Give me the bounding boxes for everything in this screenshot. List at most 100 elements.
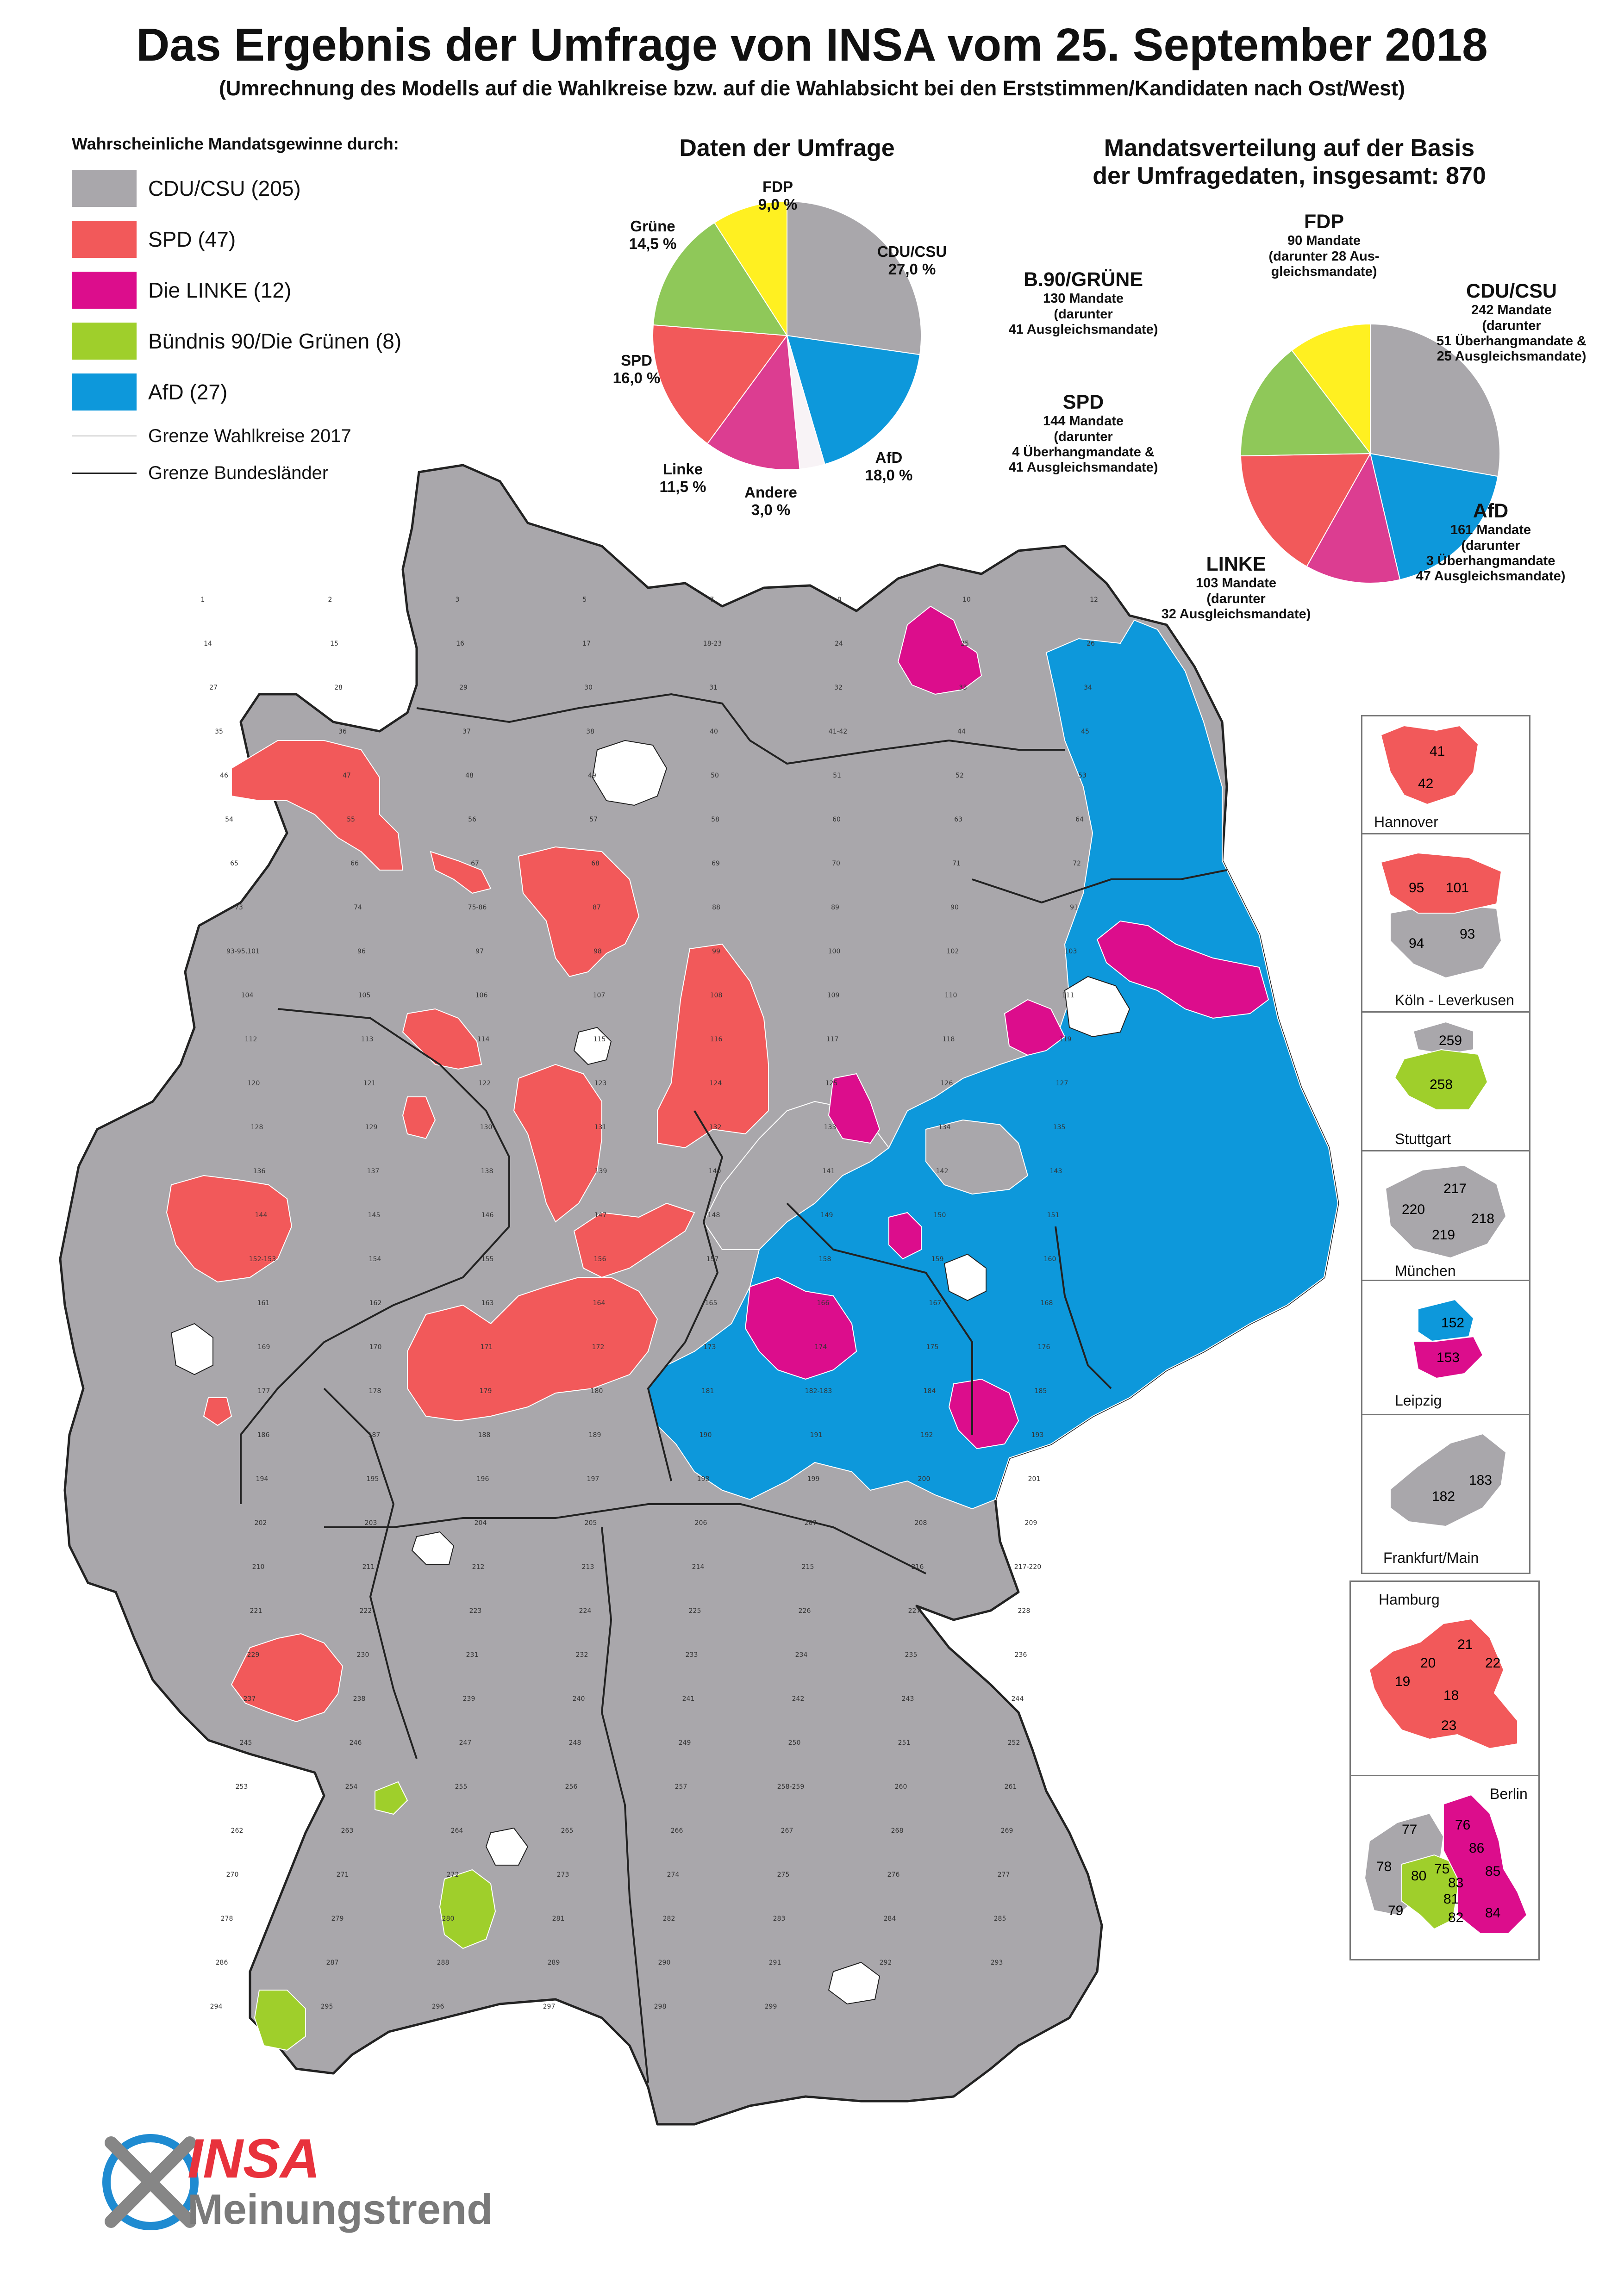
wahlkreis-label: 111 xyxy=(1062,992,1074,999)
wahlkreis-label: 214 xyxy=(692,1563,705,1571)
line-swatch-thick xyxy=(72,472,137,474)
region-spd-saarland xyxy=(231,1633,344,1723)
border-nord xyxy=(416,693,1065,765)
wahlkreis-label: 8 xyxy=(837,596,842,604)
wahlkreis-label: 191 xyxy=(810,1431,823,1439)
legend-item-linke: Die LINKE (12) xyxy=(72,265,558,316)
pie-label-afd: AfD 161 Mandate (darunter 3 Überhangmandate… xyxy=(1407,500,1574,585)
wahlkreis-label: 235 xyxy=(905,1651,918,1659)
wahlkreis-label: 117 xyxy=(826,1036,839,1043)
inset-stuttgart: 259 258 Stuttgart xyxy=(1361,1011,1530,1153)
wahlkreis-label: 250 xyxy=(788,1739,801,1747)
wahlkreis-label: 155 xyxy=(481,1256,494,1263)
slice-name: CDU/CSU xyxy=(877,243,947,260)
wahlkreis-label: 175 xyxy=(926,1344,939,1351)
wahlkreis-label: 176 xyxy=(1038,1344,1050,1351)
legend-label: Grenze Wahlkreise 2017 xyxy=(148,425,351,446)
wahlkreis-label: 192 xyxy=(921,1431,933,1439)
region-linke-erfurt xyxy=(744,1276,857,1380)
inset-region-linke xyxy=(1443,1794,1528,1934)
wahlkreis-label: 276 xyxy=(887,1871,900,1879)
wahlkreis-label: 254 xyxy=(345,1783,358,1791)
logo-svg: INSA Meinungstrend xyxy=(102,2128,493,2233)
wahlkreis-label: 26 xyxy=(1087,640,1095,647)
wahlkreis-label: 24 xyxy=(835,640,843,647)
wahlkreis-label: 297 xyxy=(543,2003,556,2010)
wahlkreis-label: 93-95,101 xyxy=(226,948,260,955)
wahlkreis-label: 263 xyxy=(341,1827,354,1835)
wahlkreis-label: 252 xyxy=(1008,1739,1020,1747)
legend-item-cdu: CDU/CSU (205) xyxy=(72,163,558,214)
wahlkreis-label: 198 xyxy=(697,1475,710,1483)
wahlkreis-label: 71 xyxy=(952,860,961,867)
wahlkreis-label: 264 xyxy=(451,1827,463,1835)
wahlkreis-label: 124 xyxy=(710,1080,722,1087)
slice-name: AfD xyxy=(875,449,903,466)
pie-label-gruene: B.90/GRÜNE 130 Mandate (darunter 41 Ausglei… xyxy=(1005,268,1162,337)
wahlkreis-label: 135 xyxy=(1053,1124,1066,1131)
wahlkreis-label: 29 xyxy=(459,684,468,691)
wahlkreis-label: 245 xyxy=(240,1739,252,1747)
wahlkreis-label: 283 xyxy=(773,1915,786,1923)
pie-label-spd: SPD 16,0 % xyxy=(604,352,669,387)
wahlkreis-label: 5 xyxy=(583,596,587,604)
wahlkreis-label: 129 xyxy=(365,1124,378,1131)
inset-region-linke xyxy=(1412,1336,1484,1379)
wahlkreis-label: 138 xyxy=(481,1168,493,1175)
wahlkreis-label: 131 xyxy=(594,1124,607,1131)
inset-label: 76 xyxy=(1455,1817,1470,1833)
wahlkreis-label: 273 xyxy=(557,1871,569,1879)
wahlkreis-label: 105 xyxy=(358,992,371,999)
wahlkreis-label: 221 xyxy=(250,1607,262,1615)
inset-caption: München xyxy=(1395,1263,1456,1279)
pie-slice-afd xyxy=(786,335,921,465)
wahlkreis-label: 159 xyxy=(931,1256,944,1263)
wahlkreis-label: 239 xyxy=(463,1695,475,1703)
slice-name: FDP xyxy=(762,178,793,195)
wahlkreis-label: 212 xyxy=(472,1563,485,1571)
inset-label: 219 xyxy=(1432,1227,1455,1243)
wahlkreis-label: 190 xyxy=(700,1431,712,1439)
inset-label: 18 xyxy=(1443,1688,1459,1703)
slice-name: SPD xyxy=(621,352,652,369)
region-spd-bielefeld xyxy=(402,1008,482,1070)
slice-name: CDU/CSU xyxy=(1466,280,1557,302)
region-afd-east xyxy=(647,619,1339,1510)
wahlkreis-label: 188 xyxy=(478,1431,491,1439)
wahlkreis-label: 123 xyxy=(594,1080,607,1087)
wahlkreis-label: 167 xyxy=(929,1300,942,1307)
wahlkreis-label: 89 xyxy=(831,904,839,911)
wahlkreis-label: 247 xyxy=(459,1739,472,1747)
wahlkreis-label: 275 xyxy=(777,1871,790,1879)
slice-name: B.90/GRÜNE xyxy=(1023,268,1143,291)
wahlkreis-label: 3 xyxy=(456,596,460,604)
wahlkreis-label: 110 xyxy=(945,992,957,999)
inset-map: 41 42 xyxy=(1380,725,1479,805)
inset-caption: Stuttgart xyxy=(1395,1131,1451,1147)
wahlkreis-label: 49 xyxy=(588,772,596,779)
wahlkreis-label: 296 xyxy=(432,2003,444,2010)
inset-label: 153 xyxy=(1437,1350,1460,1365)
wahlkreis-label: 216 xyxy=(912,1563,924,1571)
wahlkreis-label: 113 xyxy=(361,1036,374,1043)
inset-label: 42 xyxy=(1418,776,1433,791)
slice-value: 18,0 % xyxy=(865,466,913,484)
wahlkreis-label: 67 xyxy=(471,860,479,867)
wahlkreis-label: 18-23 xyxy=(703,640,722,647)
inset-map: 217 220 218 219 xyxy=(1385,1164,1507,1259)
region-gruene-karlsruhe xyxy=(375,1781,408,1815)
inset-region-afd xyxy=(1418,1299,1474,1342)
wahlkreis-label: 173 xyxy=(704,1344,716,1351)
wahlkreis-label: 98 xyxy=(593,948,602,955)
slice-name: AfD xyxy=(1473,500,1509,522)
wahlkreis-label: 170 xyxy=(369,1344,382,1351)
pie-slice-cdu-csu xyxy=(787,200,922,355)
pie-slice-gr-ne xyxy=(652,222,788,336)
wahlkreis-label: 256 xyxy=(565,1783,578,1791)
inset-caption: Köln - Leverkusen xyxy=(1395,992,1514,1008)
legend-label: CDU/CSU (205) xyxy=(148,176,301,200)
wahlkreis-label: 10 xyxy=(962,596,971,604)
pie-title-line: Mandatsverteilung auf der Basis xyxy=(1104,135,1475,162)
slice-name: Linke xyxy=(662,460,703,478)
wahlkreis-label: 194 xyxy=(256,1475,269,1483)
